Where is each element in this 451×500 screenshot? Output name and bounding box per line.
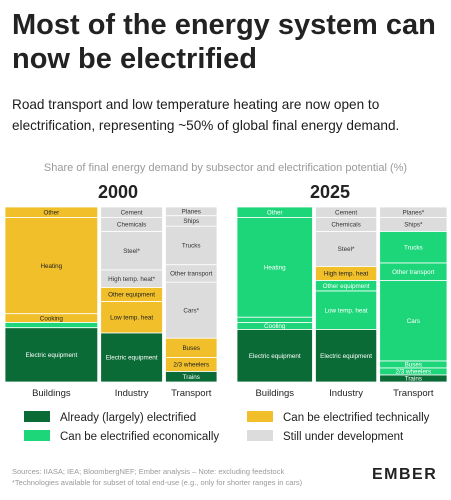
segment-label-2000-cement: Cement — [121, 209, 143, 216]
segment-label-2025-other: Other — [267, 209, 283, 216]
segment-label-2025-buses: Buses — [405, 362, 423, 369]
segment-2000-industry-electric-equipment — [100, 332, 163, 383]
segment-2000-transport-trains — [165, 371, 218, 383]
segment-label-2025-other-transport: Other transport — [392, 269, 435, 276]
segment-label-2000-electric-equipment: Electric equipment — [106, 355, 158, 362]
segment-label-2000-electric-equipment: Electric equipment — [25, 352, 77, 359]
legend-label-technical: Can be electrified technically — [283, 412, 430, 424]
segment-label-2025-2-3-wheelers: 2/3 wheelers — [395, 369, 431, 376]
segment-label-2025-cooling: Cooling — [264, 323, 286, 330]
segment-label-2025-other-equipment: Other equipment — [323, 283, 370, 290]
column-label-2025-buildings: Buildings — [255, 388, 294, 399]
segment-label-2025-trains: Trains — [405, 376, 422, 383]
column-label-2000-buildings: Buildings — [32, 388, 71, 399]
segment-2000-industry-low-temp-heat — [100, 301, 163, 334]
segment-2025-transport-trains — [379, 374, 448, 383]
legend-label-already: Already (largely) electrified — [60, 412, 197, 424]
footer-sources: Sources: IIASA; IEA; BloombergNEF; Ember… — [12, 467, 285, 476]
segment-label-2025-ships: Ships* — [404, 222, 423, 229]
segment-2025-buildings-cooking — [236, 316, 313, 323]
chart-2000-year-label: 2000 — [97, 182, 139, 202]
segment-label-2000-buses: Buses — [182, 345, 200, 352]
segment-label-2000-2-3-wheelers: 2/3 wheelers — [173, 362, 209, 369]
legend-swatch-economic — [24, 430, 50, 442]
segment-label-2025-cars: Cars — [407, 318, 420, 325]
legend-label-economic: Can be electrified economically — [60, 431, 220, 443]
segment-label-2000-chemicals: Chemicals — [117, 222, 146, 229]
segment-label-2000-cars: Cars* — [183, 307, 199, 314]
segment-label-2025-low-temp-heat: Low temp. heat — [325, 307, 368, 314]
mekko-charts: Other Heating Cooking Electric equipment Bui… — [4, 206, 448, 399]
segment-2000-transport-cars — [165, 281, 218, 339]
segment-label-2025-high-temp-heat: High temp. heat — [324, 271, 369, 278]
segment-2025-industry-steel — [315, 231, 378, 267]
column-label-2000-industry: Industry — [115, 388, 149, 399]
segment-label-2025-planes: Planes* — [402, 209, 424, 216]
legend-swatch-technical — [247, 411, 273, 423]
column-label-2000-transport: Transport — [171, 388, 212, 399]
segment-label-2000-cooking: Cooking — [40, 315, 64, 322]
legend-item-development: Still under development — [247, 430, 403, 444]
column-label-2025-industry: Industry — [329, 388, 363, 399]
segment-2000-buildings-heating — [4, 217, 99, 315]
segment-label-2025-trucks: Trucks — [404, 244, 423, 251]
segment-label-2025-steel: Steel* — [338, 246, 355, 253]
column-label-2025-transport: Transport — [393, 388, 434, 399]
segment-2025-buildings-heating — [236, 217, 313, 318]
segment-label-2000-other-transport: Other transport — [170, 271, 213, 278]
page-subtitle: Road transport and low temperature heati… — [12, 97, 400, 133]
segment-2025-industry-electric-equipment — [315, 329, 378, 383]
legend-label-development: Still under development — [283, 431, 404, 443]
segment-2000-buildings-electric-equipment — [4, 327, 99, 383]
segment-label-2000-steel: Steel* — [123, 248, 140, 255]
segment-label-2000-trucks: Trucks — [182, 243, 201, 250]
segment-label-2000-trains: Trains — [183, 374, 200, 381]
chart-2025-year-label: 2025 — [309, 182, 351, 202]
segment-label-2025-electric-equipment: Electric equipment — [320, 353, 372, 360]
segment-label-2000-low-temp-heat: Low temp. heat — [110, 314, 153, 321]
footer-note: *Technologies available for subset of to… — [12, 478, 303, 487]
chart-caption: Share of final energy demand by subsecto… — [43, 162, 408, 174]
ember-logo: EMBER — [372, 466, 438, 483]
segment-label-2000-other-equipment: Other equipment — [108, 292, 155, 299]
segment-label-2000-high-temp-heat: High temp. heat* — [108, 276, 155, 283]
segment-label-2000-planes: Planes — [182, 209, 201, 216]
segment-label-2000-ships: Ships — [183, 218, 199, 225]
page-title: Most of the energy system can now be ele… — [12, 9, 436, 75]
legend-item-economic: Can be electrified economically — [24, 430, 219, 444]
segment-label-2025-chemicals: Chemicals — [331, 222, 360, 229]
segment-label-2000-other: Other — [43, 209, 59, 216]
segment-2000-industry-steel — [100, 231, 163, 271]
segment-label-2025-electric-equipment: Electric equipment — [249, 353, 301, 360]
legend-item-technical: Can be electrified technically — [247, 411, 429, 425]
legend-swatch-development — [247, 430, 273, 442]
segment-2025-buildings-electric-equipment — [236, 329, 313, 383]
legend-item-already: Already (largely) electrified — [24, 411, 196, 425]
legend-swatch-already — [24, 411, 50, 423]
segment-label-2000-heating: Heating — [40, 263, 62, 270]
segment-2025-transport-trucks — [379, 231, 448, 264]
segment-2000-buildings-cooling — [4, 322, 99, 329]
segment-label-2025-heating: Heating — [264, 265, 286, 272]
segment-label-2025-cement: Cement — [335, 209, 357, 216]
